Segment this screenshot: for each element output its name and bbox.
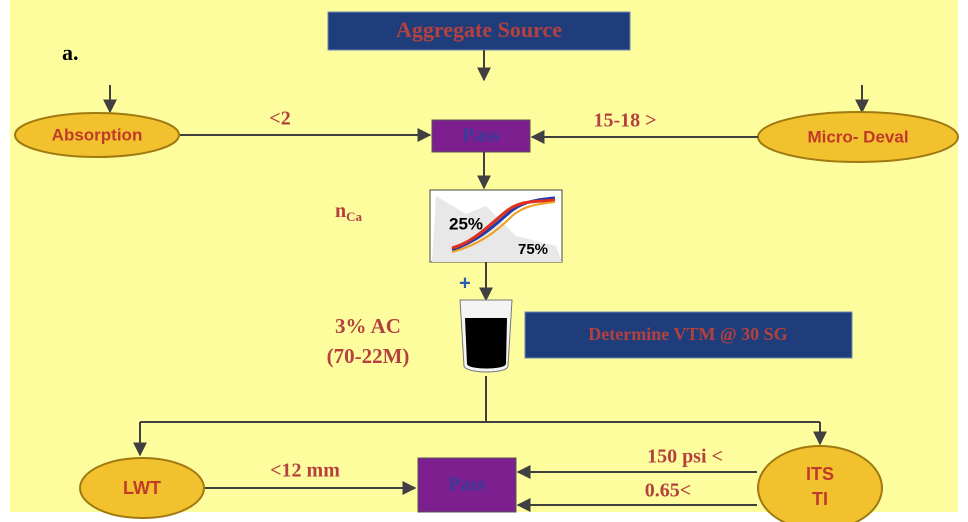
source-text: Aggregate Source bbox=[396, 17, 562, 42]
beaker-fill bbox=[465, 318, 507, 369]
absorption-text: Absorption bbox=[52, 125, 143, 144]
low-label: 25% bbox=[449, 214, 483, 233]
condition: <2 bbox=[269, 108, 290, 130]
pass-text: Pass bbox=[448, 474, 486, 496]
plus: + bbox=[459, 272, 471, 294]
micro-deval-text: Micro- Deval bbox=[807, 127, 908, 146]
condition: 0.65< bbox=[645, 480, 691, 502]
lwt-text: LWT bbox=[123, 478, 161, 498]
binder-line: (70-22M) bbox=[327, 344, 410, 368]
symbol: n bbox=[335, 200, 346, 222]
panel-label: a. bbox=[62, 40, 79, 65]
its-ellipse bbox=[758, 446, 882, 522]
its-text: ITS bbox=[806, 464, 834, 484]
subscript: Ca bbox=[346, 209, 362, 224]
condition: <12 mm bbox=[270, 460, 340, 482]
binder-line: 3% AC bbox=[335, 314, 401, 338]
ti-text: TI bbox=[812, 489, 828, 509]
determine-text: Determine VTM @ 30 SG bbox=[588, 324, 787, 344]
diagram: a. Aggregate Source Absorption <2 Pass M… bbox=[0, 0, 968, 522]
high-label: 75% bbox=[518, 241, 548, 258]
pass-text: Pass bbox=[462, 125, 500, 147]
condition: 150 psi < bbox=[647, 446, 723, 468]
condition: 15-18 > bbox=[593, 110, 656, 132]
